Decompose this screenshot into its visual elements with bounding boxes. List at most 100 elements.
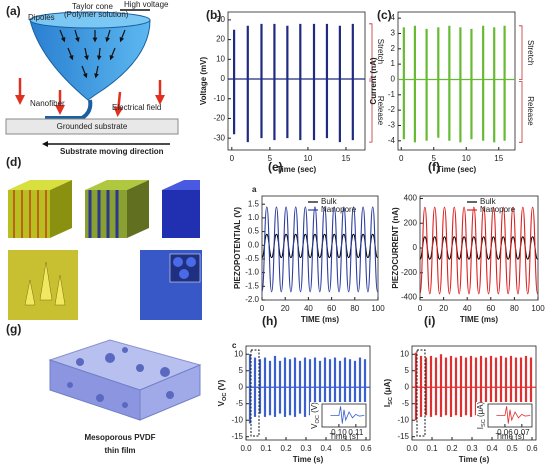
y-tick-label: 10: [234, 349, 243, 358]
x-tick-label: 0.5: [506, 444, 518, 453]
panel-label: (d): [6, 155, 21, 169]
y-axis-label-part: V: [217, 400, 226, 406]
y-tick-label: 0: [405, 382, 410, 391]
y-tick-label: 0: [239, 382, 244, 391]
annotation: Stretch: [526, 40, 535, 65]
x-tick-label: 0.6: [360, 444, 372, 453]
y-tick-label: -10: [213, 94, 225, 103]
electrospinning-diagram: [5, 9, 179, 147]
y-tick-label: -3: [388, 121, 396, 130]
y-tick-label: 200: [404, 218, 418, 227]
inset-y-label: VOC (V): [310, 402, 321, 429]
diagram-label: (Polymer solution): [64, 10, 129, 19]
panel-label: (a): [6, 4, 21, 18]
chart: (f) 0 20 40 60 80 100 -400 -200 0 200 400 PIEZOCURRE…: [391, 160, 545, 324]
diagram-label: Nanofiber: [30, 99, 65, 108]
y-axis-label: Current (nA): [369, 57, 378, 104]
x-axis-label: Time (s): [293, 455, 324, 464]
y-tick-label: 0: [413, 243, 418, 252]
y-axis-label: ISC (μA): [383, 379, 394, 408]
x-tick-label: 0: [399, 154, 404, 163]
inset-line: [496, 406, 531, 424]
x-tick-label: 0.3: [466, 444, 478, 453]
diagram-label: Taylor cone: [72, 2, 113, 11]
x-tick-label: 80: [510, 304, 519, 313]
panel-label: (g): [6, 322, 21, 336]
inset-y-label-part: (μA): [476, 401, 485, 419]
y-tick-label: 400: [404, 194, 418, 203]
dashed-box: [416, 349, 426, 437]
line: [419, 236, 539, 260]
annotation: Release: [376, 96, 385, 126]
panel-label: (b): [206, 8, 221, 22]
y-tick-label: 1: [391, 59, 396, 68]
x-tick-label: 0.5: [340, 444, 352, 453]
x-tick-label: 60: [327, 304, 336, 313]
x-tick-label: 0.11: [348, 428, 364, 437]
y-tick-label: 0.0: [248, 240, 260, 249]
y-tick-label: -5: [236, 399, 244, 408]
y-tick-label: 5: [239, 366, 244, 375]
x-tick-label: 80: [350, 304, 359, 313]
panel-label: (f): [428, 160, 440, 174]
x-tick-label: 0: [418, 304, 423, 313]
y-tick-label: 5: [405, 366, 410, 375]
y-tick-label: 10: [400, 349, 409, 358]
y-tick-label: 0.5: [248, 227, 260, 236]
x-tick-label: 0.4: [320, 444, 332, 453]
plot-frame: [487, 403, 533, 428]
inset-y-label-part: SC: [481, 419, 487, 427]
y-axis-label-part: (V): [217, 379, 226, 392]
y-axis-label-part: (μA): [383, 379, 392, 398]
line: [261, 233, 379, 259]
legend-label: Nanopore: [321, 205, 357, 214]
x-tick-label: 0.6: [526, 444, 538, 453]
x-tick-label: 0.2: [280, 444, 292, 453]
x-axis-label: TIME (ms): [460, 315, 499, 324]
x-tick-label: 0.1: [260, 444, 272, 453]
chart: (e) a 0 20 40 60 80 100 -2.0 -1.5 -1.0 -0.5 0.0 0.5 1.…: [233, 160, 385, 324]
y-tick-label: 1.0: [248, 213, 260, 222]
y-axis-label: VOC (V): [217, 379, 228, 406]
plot-frame: [245, 345, 371, 441]
plot-frame: [261, 195, 379, 301]
x-tick-label: 0.10: [331, 428, 347, 437]
x-tick-label: 100: [371, 304, 385, 313]
diagram-label: Electrical field: [112, 103, 161, 112]
y-tick-label: -200: [401, 268, 418, 277]
chart: (i) 0.0 0.1 0.2 0.3 0.4 0.5 0.6 -15 -10 -5 0 5 10 ISC …: [383, 314, 538, 464]
inset-y-label: ISC (μA): [476, 401, 487, 429]
x-tick-label: 0: [230, 154, 235, 163]
x-axis-label: Time (s): [459, 455, 490, 464]
y-tick-label: 2: [391, 44, 396, 53]
inset-x-label: Time (s): [329, 432, 358, 441]
y-tick-label: -400: [401, 293, 418, 302]
y-tick-label: -2: [388, 105, 396, 114]
x-tick-label: 15: [494, 154, 503, 163]
legend-label: Bulk: [321, 197, 338, 206]
y-tick-label: -10: [397, 415, 409, 424]
bracket: [369, 80, 373, 143]
y-axis-label: PIEZOCURRENT (nA): [391, 207, 400, 289]
inset-x-label: Time (s): [495, 432, 524, 441]
y-tick-label: -4: [388, 136, 396, 145]
inset-y-label-part: V: [310, 423, 319, 429]
bracket: [369, 23, 373, 80]
plot-frame: [411, 345, 537, 441]
plot-frame: [321, 403, 367, 428]
x-tick-label: 5: [432, 154, 437, 163]
nanostructure-images: [8, 180, 202, 320]
x-tick-label: 10: [462, 154, 471, 163]
x-tick-label: 15: [342, 154, 351, 163]
caption: thin film: [104, 446, 135, 455]
y-tick-label: 30: [216, 15, 225, 24]
diagram-label: High voltage: [124, 0, 169, 9]
plot-frame: [397, 11, 516, 151]
pvdf-film-image: [48, 339, 202, 421]
x-tick-label: 0.06: [497, 428, 513, 437]
y-tick-label: 0: [221, 74, 226, 83]
panel-label: (h): [262, 314, 277, 328]
y-tick-label: -15: [397, 432, 409, 441]
x-tick-label: 0.0: [240, 444, 252, 453]
